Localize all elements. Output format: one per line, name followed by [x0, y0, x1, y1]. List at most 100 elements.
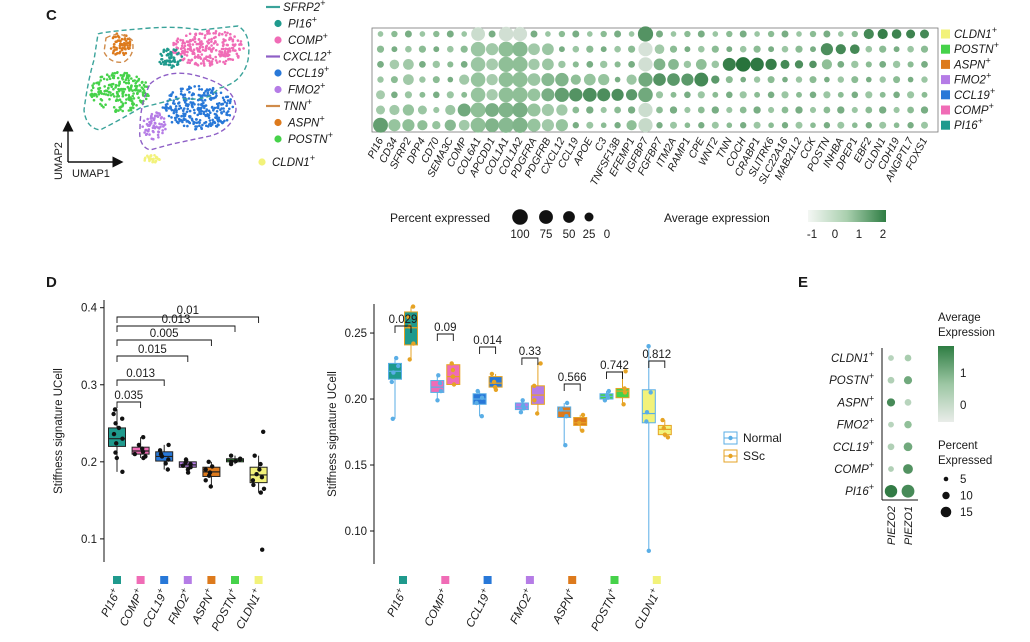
- umap-cell-cldn1: [157, 158, 161, 161]
- y-tick-label: 0.3: [81, 380, 97, 392]
- comparison-pvalue: 0.01: [177, 305, 199, 317]
- dot-cd34-pi16: [388, 119, 401, 132]
- xlabel-pi16: PI16+: [382, 586, 410, 619]
- umap-cell-ccl19: [172, 111, 176, 115]
- umap-cell-comp: [179, 38, 182, 42]
- row-swatch-pi16: [941, 120, 950, 130]
- umap-plot: UMAP1 UMAP2: [53, 25, 250, 180]
- umap-cell-comp: [199, 62, 203, 65]
- umap-cell-ccl19: [170, 120, 174, 124]
- dot-ramp1-aspn: [683, 60, 692, 69]
- xlabel-pi16-sup: +: [107, 586, 118, 595]
- umap-cell-postn: [127, 81, 131, 85]
- umap-cell-ccl19: [182, 124, 186, 128]
- average-expression-title: Average expression: [664, 211, 770, 225]
- dot-sema3c-ccl19: [446, 91, 454, 99]
- dot-fgfbp7-aspn: [653, 58, 666, 71]
- umap-cell-comp: [184, 50, 187, 53]
- umap-cell-comp: [224, 59, 228, 63]
- comparison-bracket: [116, 325, 236, 332]
- legend-key-dot: [728, 435, 733, 441]
- umap-cell-postn: [111, 92, 115, 96]
- umap-cell-aspn: [124, 51, 128, 55]
- dot-inhba-postn: [835, 44, 846, 55]
- dot-wnt2-cldn1: [712, 31, 719, 37]
- umap-cell-postn: [116, 99, 120, 102]
- point-pi16-normal: [390, 416, 395, 421]
- umap-cell-ccl19: [179, 118, 183, 122]
- dot-tnfsf13b-fmo2: [614, 76, 621, 83]
- umap-cell-postn: [111, 72, 115, 75]
- umap-cell-comp: [228, 36, 232, 40]
- dot-cpe-ccl19: [697, 91, 705, 99]
- dot-pi16-aspn: [377, 61, 384, 68]
- umap-cell-postn: [109, 91, 112, 94]
- e-row-label-cldn1-sup: +: [869, 349, 874, 359]
- umap-cell-postn: [125, 81, 128, 85]
- umap-cell-ccl19: [215, 102, 219, 106]
- umap-cell-postn: [90, 95, 94, 99]
- e-dot-piezo1-cldn1: [904, 354, 912, 362]
- umap-cell-fmo2: [161, 129, 164, 132]
- umap-cell-ccl19: [210, 90, 214, 94]
- umap-cell-ccl19: [175, 109, 178, 112]
- umap-cell-postn: [104, 93, 108, 96]
- umap-cell-comp: [196, 55, 199, 59]
- umap-cell-postn: [91, 86, 95, 90]
- point-pi16-ssc: [406, 315, 411, 320]
- umap-cell-comp: [189, 38, 192, 42]
- size-legend-label-0: 0: [604, 229, 610, 241]
- umap-cell-cldn1: [150, 157, 154, 161]
- dot-ramp1-comp: [684, 106, 691, 114]
- umap-cell-aspn: [112, 43, 116, 46]
- row-swatch-postn: [941, 44, 950, 54]
- umap-cell-ccl19: [203, 121, 206, 125]
- point-cldn1-ssc: [662, 432, 668, 437]
- point-postn-normal: [606, 388, 611, 394]
- e-dot-piezo2-comp: [888, 466, 894, 472]
- point-pi16-ssc: [410, 304, 416, 309]
- dotplot-c: PI16CD34SFRP2DPP4CD70SEMA3CCOMPCOL6A1APC…: [365, 25, 998, 188]
- dot-tnfsf13b-cldn1: [614, 30, 622, 38]
- dot-ebf2-fmo2: [865, 76, 872, 83]
- dot-coch-pi16: [740, 122, 747, 129]
- dot-cd70-comp: [433, 106, 440, 114]
- e-dot-piezo2-fmo2: [888, 421, 894, 428]
- umap-cell-ccl19: [170, 116, 173, 119]
- legend-label-cxcl12-text: CXCL12: [283, 52, 327, 64]
- dot-dpp4-aspn: [419, 61, 426, 68]
- umap-cell-aspn: [118, 46, 122, 50]
- umap-cell-comp: [176, 37, 180, 40]
- umap-cell-ccl19: [170, 108, 174, 112]
- colorbar-tick-label-3: 2: [880, 229, 886, 241]
- umap-cell-aspn: [115, 40, 118, 44]
- box-cldn1-normal-box: [641, 389, 656, 424]
- point-ccl19: [166, 457, 171, 462]
- dot-ccl19-aspn: [572, 61, 579, 68]
- dot-itm2a-pi16: [670, 121, 677, 129]
- umap-cell-ccl19: [200, 106, 203, 110]
- point-pi16-ssc: [407, 357, 412, 362]
- umap-cell-comp: [201, 48, 205, 52]
- point-pi16: [113, 421, 118, 426]
- panel-label-e: E: [798, 274, 808, 291]
- umap-cell-comp: [205, 29, 209, 33]
- dot-col6a1-ccl19: [470, 87, 486, 103]
- point-ccl19-normal: [479, 395, 485, 400]
- pvalue-postn: 0.742: [600, 360, 629, 372]
- dot-c3-comp: [600, 106, 607, 114]
- dot-inhba-pi16: [837, 121, 845, 129]
- dot-sfrp2-comp: [402, 104, 415, 116]
- umap-cell-comp: [186, 50, 189, 54]
- legend-dot-cldn1: [258, 158, 266, 166]
- umap-cell-pi16: [160, 54, 164, 57]
- e-row-label-cldn1: CLDN1+: [831, 349, 874, 365]
- dotplot-e: CLDN1+POSTN+ASPN+FMO2+CCL19+COMP+PI16+PI…: [829, 312, 995, 545]
- dot-cpe-comp: [697, 106, 705, 114]
- umap-cell-ccl19: [172, 109, 176, 112]
- umap-cell-comp: [209, 56, 212, 59]
- point-comp: [141, 435, 146, 440]
- umap-cell-aspn: [114, 53, 117, 56]
- umap-cell-ccl19: [190, 103, 194, 107]
- dot-comp-pi16: [458, 119, 470, 131]
